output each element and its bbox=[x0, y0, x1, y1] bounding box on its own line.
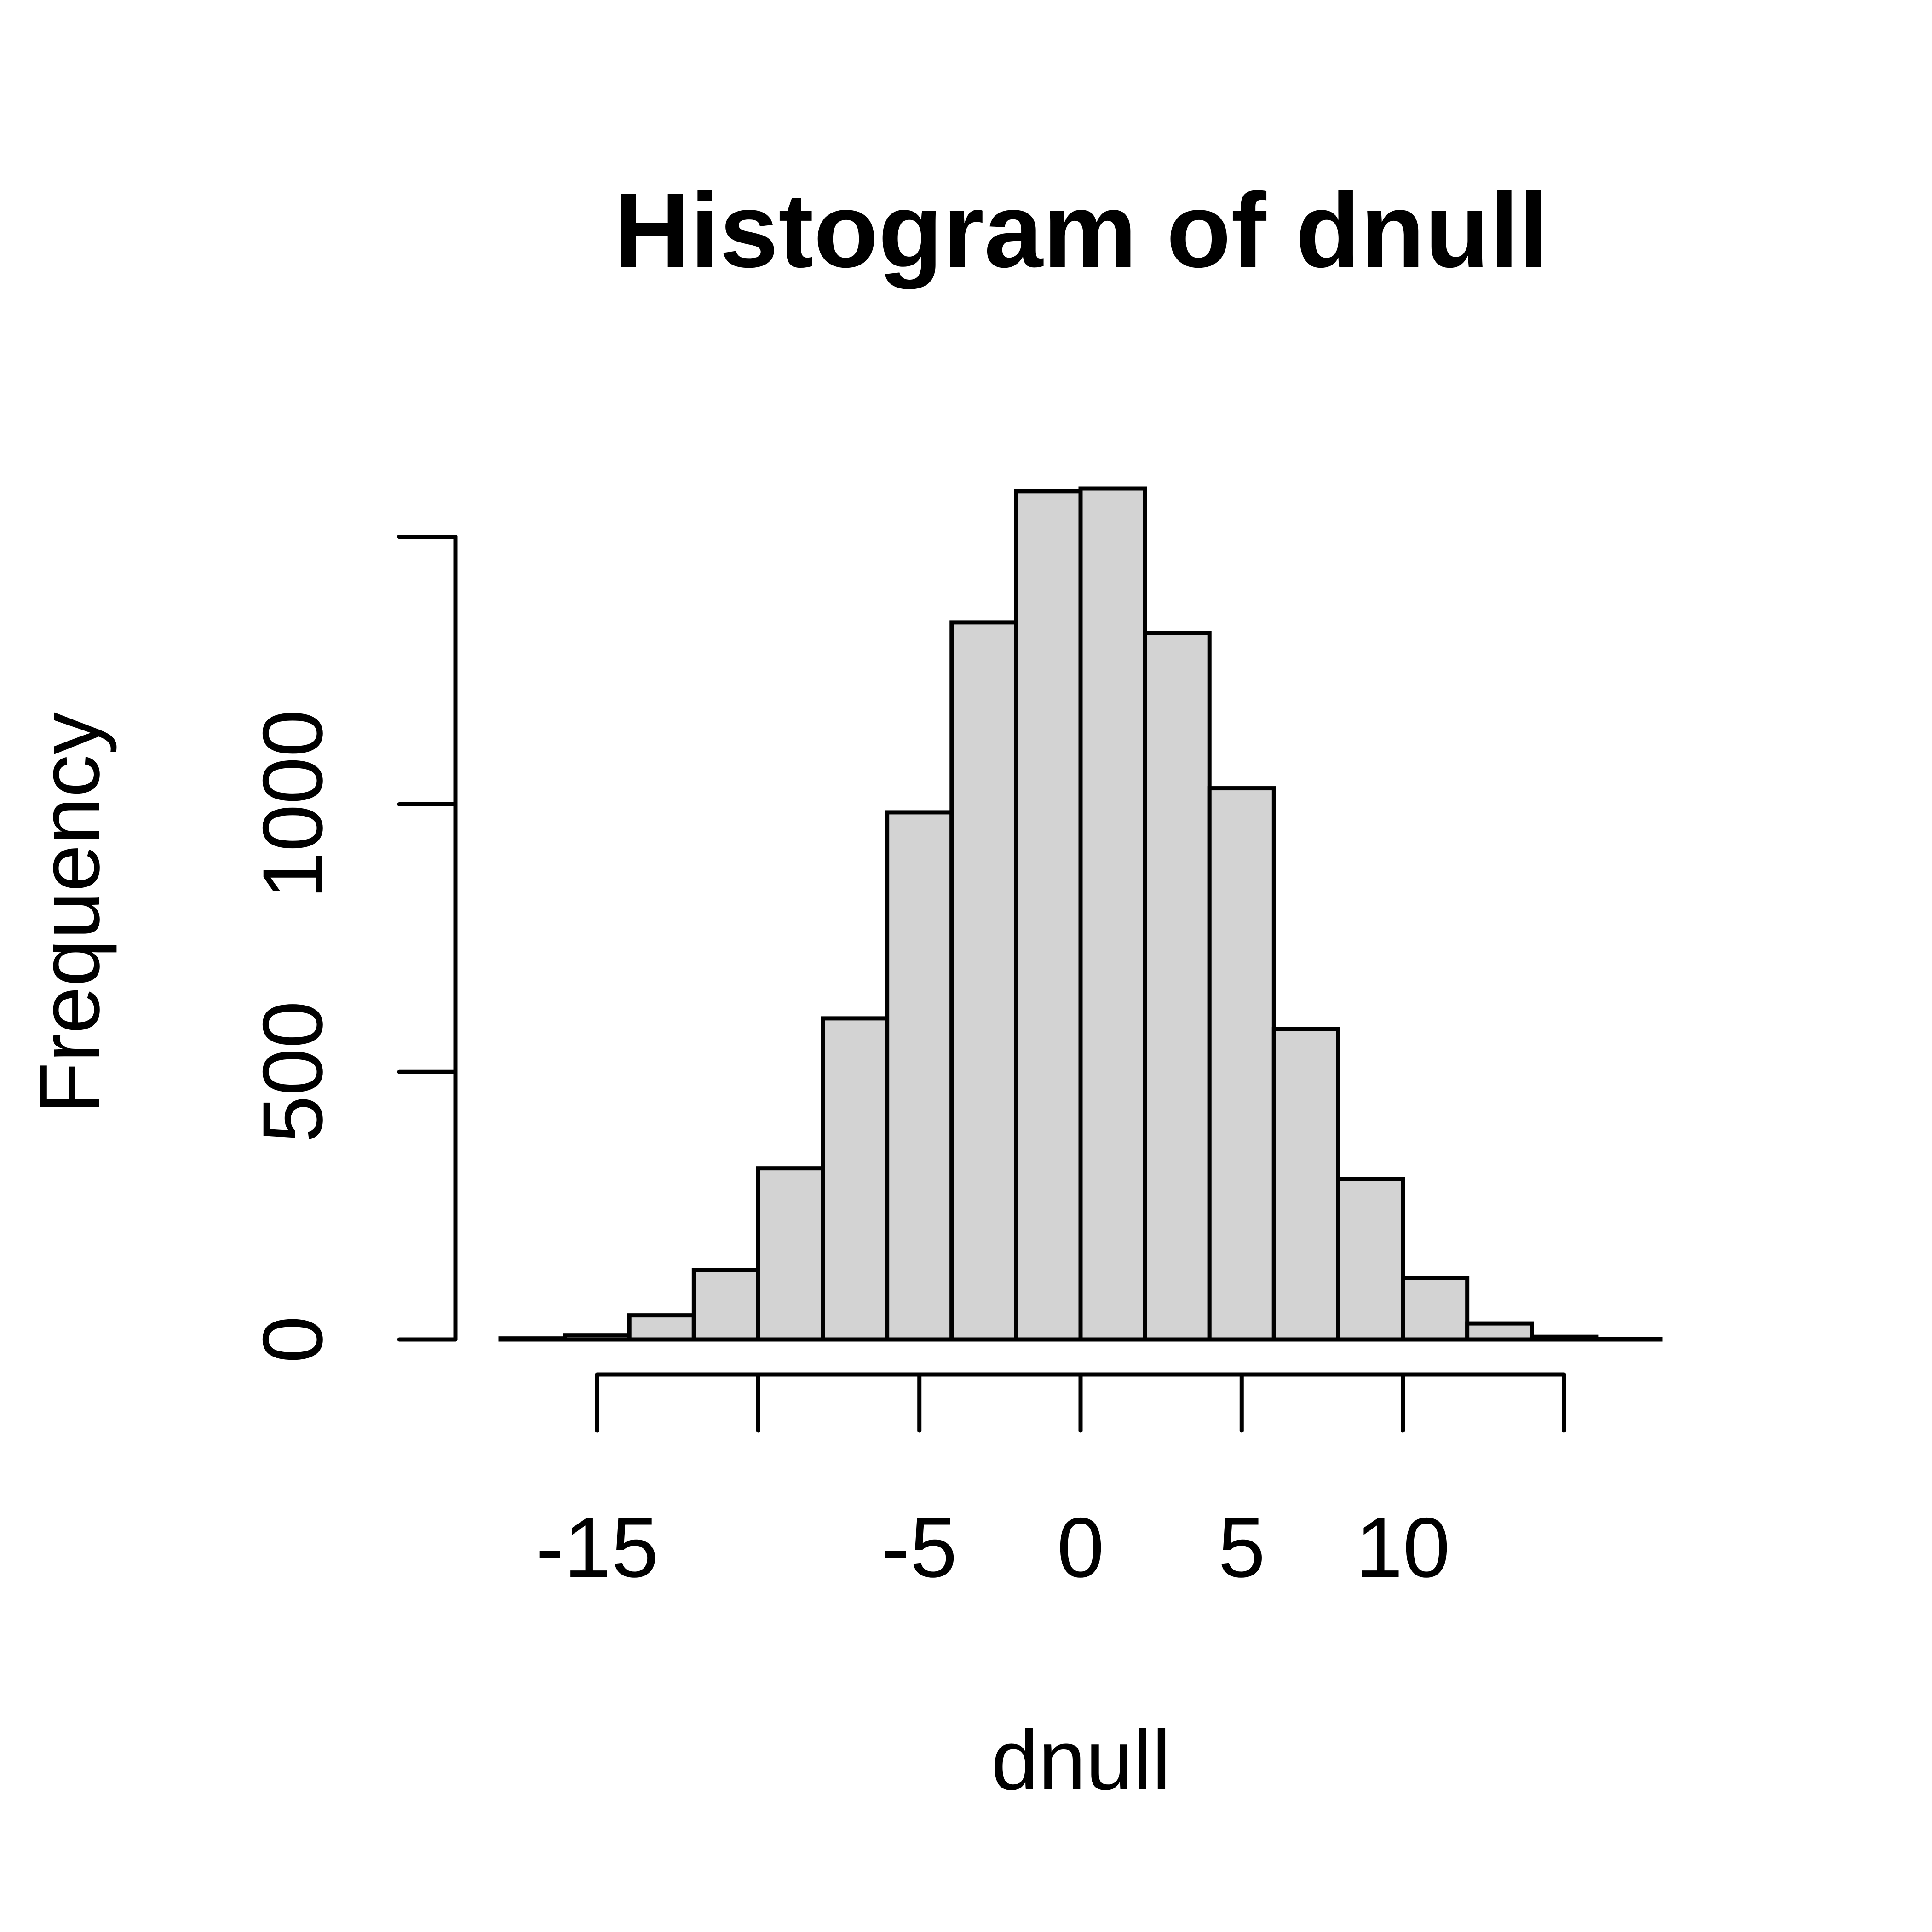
histogram-bar bbox=[1207, 786, 1276, 1342]
y-axis-label: Frequency bbox=[23, 712, 117, 1114]
histogram-bar bbox=[1465, 1321, 1534, 1342]
y-tick-label: 500 bbox=[246, 1001, 340, 1143]
x-tick-label: -15 bbox=[535, 1501, 658, 1595]
histogram-bar bbox=[1401, 1276, 1470, 1342]
histogram-bars bbox=[498, 486, 1663, 1342]
y-axis: 0 500 1000 bbox=[246, 535, 458, 1363]
histogram-bar bbox=[821, 1016, 890, 1342]
chart-title: Histogram of dnull bbox=[614, 171, 1548, 289]
x-tick-label: 5 bbox=[1218, 1501, 1265, 1595]
y-tick-label: 0 bbox=[246, 1316, 340, 1363]
histogram-bar bbox=[1336, 1177, 1405, 1342]
x-tick-label: 0 bbox=[1057, 1501, 1104, 1595]
histogram-bar bbox=[1271, 1027, 1340, 1342]
histogram-bar bbox=[1014, 489, 1083, 1342]
histogram-bar bbox=[1078, 486, 1147, 1342]
x-axis-label: dnull bbox=[991, 1713, 1171, 1808]
histogram-bar bbox=[1143, 631, 1212, 1342]
x-tick-label: -5 bbox=[881, 1501, 957, 1595]
x-tick-label: 10 bbox=[1356, 1501, 1450, 1595]
histogram-bar bbox=[627, 1313, 696, 1342]
y-tick-label: 1000 bbox=[246, 710, 340, 899]
histogram-bar bbox=[885, 810, 954, 1342]
histogram-bar bbox=[756, 1166, 825, 1342]
histogram-bar bbox=[949, 620, 1018, 1342]
histogram-bar bbox=[691, 1268, 760, 1342]
x-axis: -15 -5 0 5 10 bbox=[535, 1372, 1566, 1595]
